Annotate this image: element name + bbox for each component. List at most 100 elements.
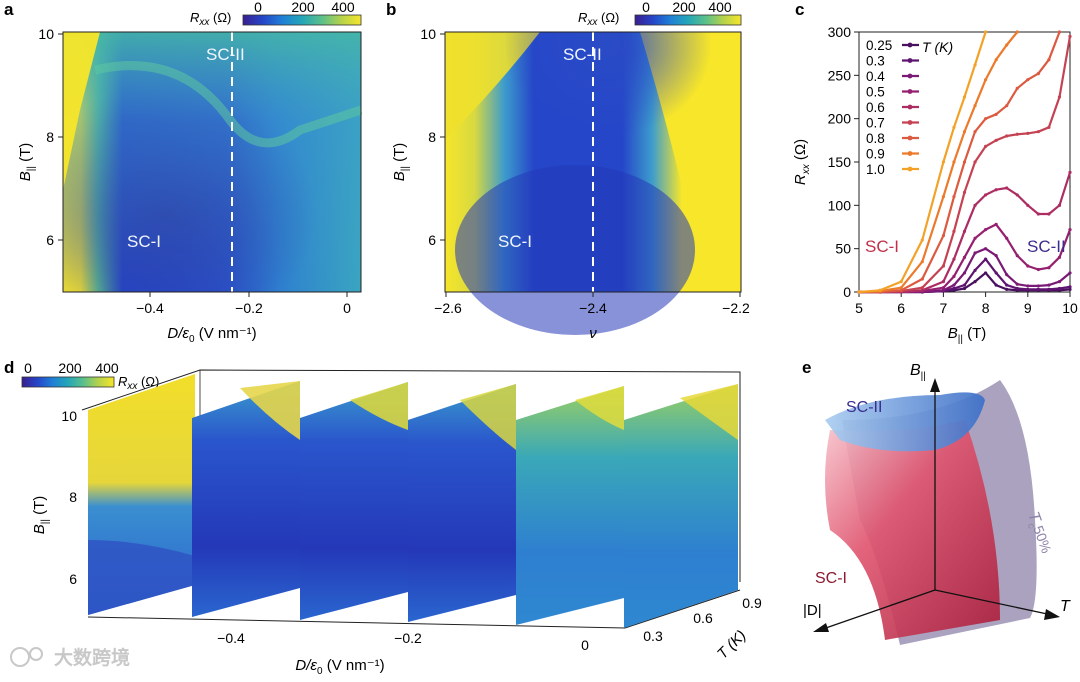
- slice-6: [624, 384, 738, 628]
- legend-label: 0.7: [866, 116, 885, 131]
- data-point: [973, 236, 977, 240]
- data-point: [1015, 193, 1019, 197]
- data-point: [1057, 280, 1062, 284]
- watermark-logo-icon: [10, 647, 30, 667]
- data-point: [984, 193, 988, 197]
- data-point: [973, 251, 977, 255]
- y-tick-label: 150: [828, 154, 852, 170]
- data-point: [973, 268, 977, 272]
- legend-label: 0.4: [866, 69, 885, 84]
- y-tick-label: 250: [828, 67, 852, 83]
- data-point: [952, 286, 956, 291]
- data-point: [1005, 283, 1009, 287]
- data-point: [899, 286, 903, 290]
- legend-label: 0.8: [866, 131, 885, 146]
- data-point: [962, 160, 967, 164]
- data-point: [962, 229, 967, 233]
- legend-marker: [907, 135, 913, 141]
- data-point: [984, 257, 988, 261]
- data-point: [952, 283, 956, 287]
- data-point: [952, 125, 956, 129]
- data-point: [1047, 58, 1051, 62]
- data-point: [1026, 78, 1030, 82]
- data-point: [1047, 125, 1051, 129]
- legend-marker: [907, 104, 913, 110]
- y-tick-label: 10: [38, 26, 54, 42]
- y-axis-title-a: B|| (T): [17, 143, 37, 182]
- data-point: [973, 130, 977, 134]
- y-tick-label: 10: [420, 26, 436, 42]
- axes-frame-a: [62, 31, 362, 293]
- data-point: [941, 288, 946, 292]
- data-point: [1036, 267, 1040, 272]
- panel-a-colorbar: Rxx (Ω) 0 200 400: [190, 0, 362, 28]
- legend-label: 0.3: [866, 54, 885, 69]
- colorbar-tick: 0: [254, 0, 262, 15]
- series-line-0.9: [858, 31, 1019, 294]
- b-axis-arrow: [930, 378, 940, 392]
- sc1-label-a: SC-I: [127, 232, 161, 251]
- legend-label: 1.0: [866, 162, 885, 177]
- y-tick-label: 8: [428, 129, 436, 145]
- data-point: [1068, 285, 1072, 289]
- sc1-label-e: SC-I: [815, 570, 847, 587]
- data-point: [984, 228, 988, 232]
- data-point: [962, 255, 967, 259]
- data-point: [1068, 271, 1072, 275]
- t-tick-label: 0.9: [742, 595, 762, 611]
- y-tick-label: 50: [835, 241, 851, 257]
- data-point: [1005, 273, 1009, 277]
- slice-6-top: [680, 384, 738, 440]
- data-point: [1005, 186, 1009, 190]
- data-point: [973, 104, 977, 108]
- data-point: [1047, 212, 1051, 216]
- sc2-annotation-c: SC-II: [1027, 237, 1066, 256]
- colorbar-gradient: [242, 14, 362, 26]
- sc1-surface: [825, 420, 1000, 640]
- data-point: [1026, 264, 1030, 268]
- legend-label: 0.6: [866, 100, 885, 115]
- d-axis-label-e: |D|: [803, 602, 822, 619]
- panel-d: d 0 200 400 Rxx (Ω) 6 8 10 B|| (T): [4, 358, 762, 677]
- y-tick-label: 100: [828, 197, 852, 213]
- data-point: [962, 283, 967, 287]
- data-point: [1015, 30, 1019, 34]
- x-tick-label: −0.2: [235, 300, 263, 316]
- legend-marker: [907, 42, 913, 48]
- colorbar-gradient: [634, 14, 742, 26]
- t-axis-e: [934, 589, 1053, 616]
- panel-e-label: e: [802, 358, 811, 377]
- data-point: [973, 63, 977, 67]
- data-point: [1036, 72, 1040, 76]
- y-axis-d: 6 8 10 B|| (T): [31, 408, 77, 587]
- x-tick-label: −2.2: [722, 300, 750, 316]
- data-point: [984, 247, 988, 251]
- y-tick-label: 8: [69, 489, 77, 505]
- x-axis-title-a: D/ε0 (V nm⁻¹): [167, 325, 256, 345]
- sc2-label-a: SC-II: [206, 45, 245, 64]
- data-point: [984, 30, 988, 34]
- data-point: [941, 264, 946, 268]
- data-point: [952, 195, 956, 199]
- data-point: [1026, 131, 1030, 135]
- slice-2-top: [240, 381, 300, 440]
- legend-label: 0.9: [866, 147, 885, 162]
- x-tick-label: −2.4: [579, 300, 607, 316]
- legend-label: 0.25: [866, 38, 892, 53]
- x-tick-label: 6: [897, 300, 905, 316]
- data-point: [962, 190, 967, 194]
- x-tick-label: −0.4: [217, 630, 245, 646]
- t-axis-title-d: T (K): [714, 627, 750, 663]
- data-point: [878, 288, 882, 292]
- t-tick-label: 0.3: [643, 628, 663, 644]
- data-point: [984, 271, 988, 275]
- legend-marker: [907, 166, 913, 172]
- colorbar-tick: 0: [642, 0, 650, 15]
- d-axis-e: [819, 589, 936, 631]
- d-axis-arrow: [813, 623, 829, 632]
- y-tick-label: 300: [828, 24, 852, 40]
- data-point: [1015, 86, 1019, 90]
- data-point: [941, 280, 946, 284]
- data-point: [984, 117, 988, 121]
- panel-b-label: b: [386, 0, 396, 19]
